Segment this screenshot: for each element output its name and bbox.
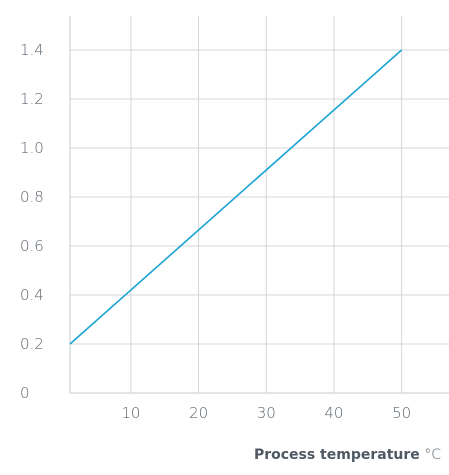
x-axis-unit: °C [424, 447, 441, 463]
x-tick-label: 10 [121, 404, 140, 422]
x-axis-label: Process temperature °C [254, 447, 441, 463]
axes [69, 16, 449, 394]
x-tick-label: 40 [324, 404, 343, 422]
y-tick-label: 1.4 [20, 41, 44, 59]
series-layer [69, 49, 403, 345]
y-tick-label: 1.2 [20, 90, 44, 108]
x-axis-title: Process temperature [253, 447, 420, 463]
tick-labels: 0 0.2 0.4 0.6 0.8 1.0 1.2 1.4 10 20 30 40 50 [20, 41, 411, 422]
x-tick-label: 30 [257, 404, 276, 422]
y-tick-label: 0.2 [20, 335, 44, 353]
y-tick-label: 0.8 [20, 188, 44, 206]
x-tick-label: 20 [189, 404, 208, 422]
series-line [69, 49, 403, 345]
x-tick-label: 50 [392, 404, 411, 422]
y-tick-label: 1.0 [20, 139, 44, 157]
y-tick-label: 0.4 [20, 286, 44, 304]
y-tick-label: 0 [20, 384, 30, 402]
y-tick-label: 0.6 [20, 237, 44, 255]
grid [70, 16, 449, 393]
